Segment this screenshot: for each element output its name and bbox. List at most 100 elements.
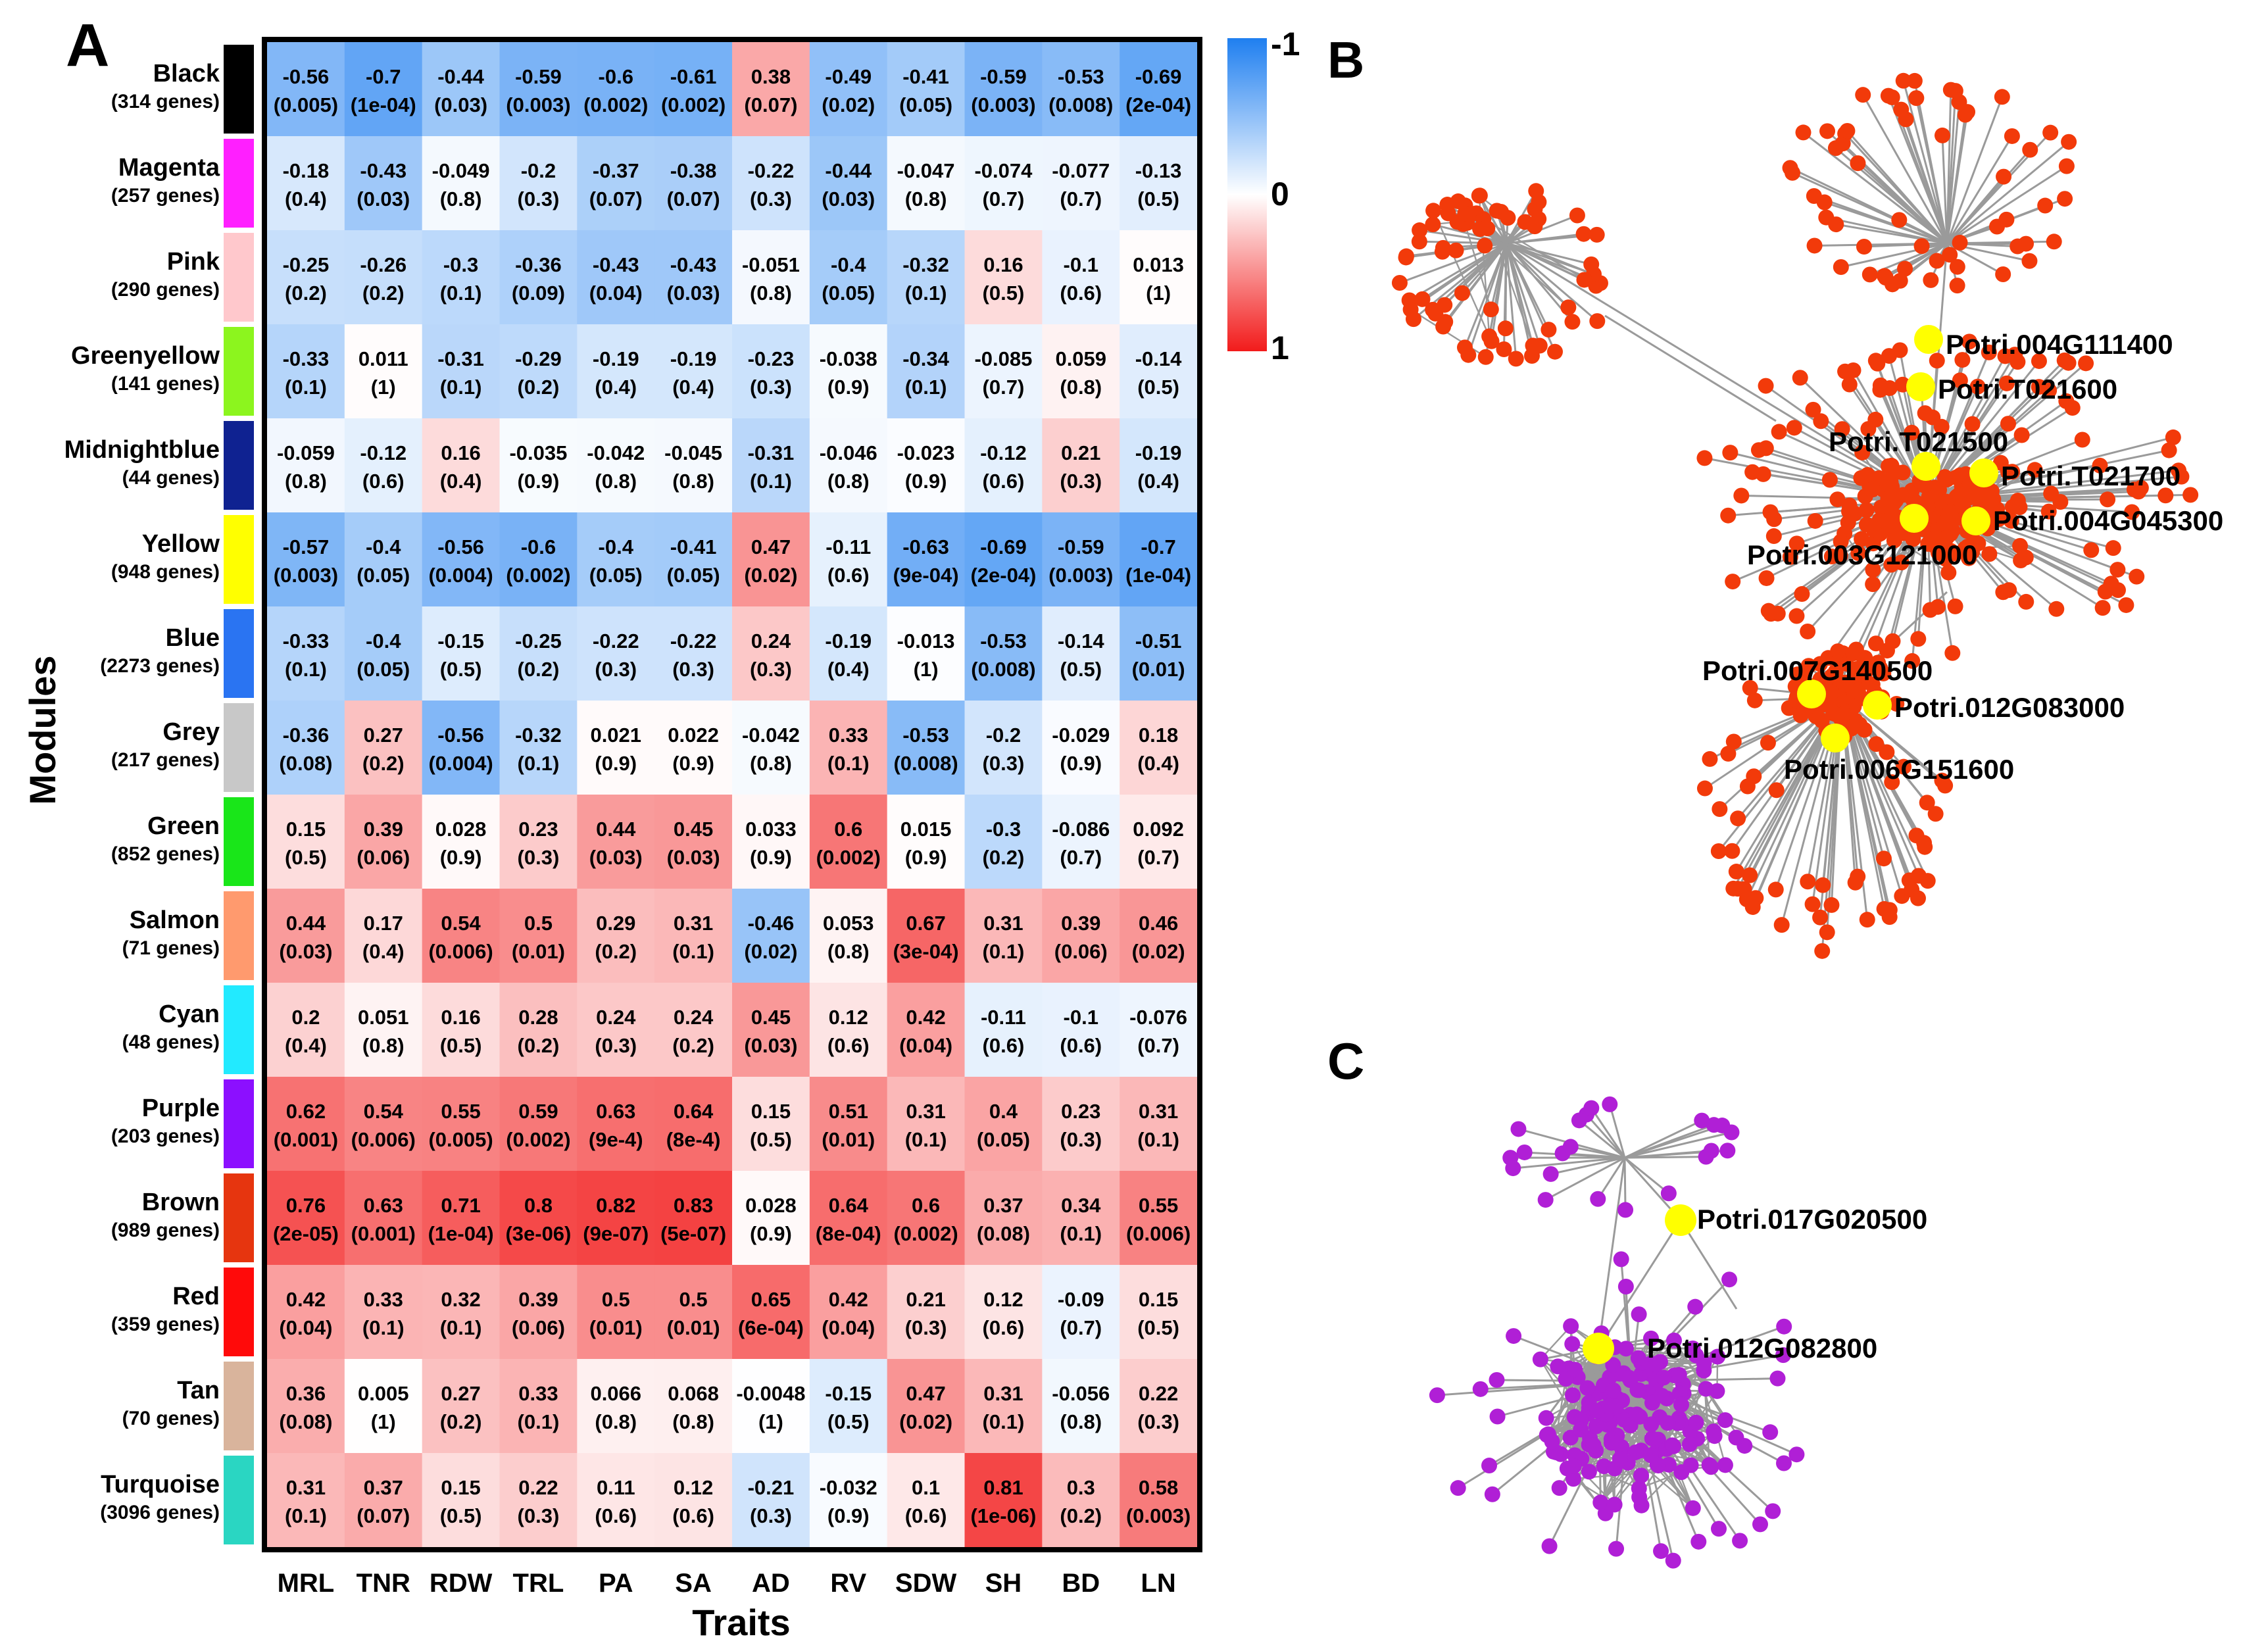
cell-correlation: -0.19 — [593, 347, 639, 370]
cell-correlation: 0.63 — [596, 1100, 635, 1123]
cell-correlation: -0.63 — [902, 535, 949, 558]
cell-pvalue: (0.03) — [357, 187, 410, 210]
cell-correlation: 0.5 — [602, 1288, 630, 1311]
network-node — [1934, 772, 1950, 789]
network-node — [1629, 1382, 1646, 1398]
trait-tick-label: AD — [752, 1569, 790, 1598]
network-node — [1720, 745, 1737, 762]
network-node — [1933, 418, 1950, 435]
heatmap-cell — [267, 230, 345, 325]
cell-pvalue: (0.06) — [357, 846, 410, 869]
cell-correlation: 0.11 — [597, 1476, 635, 1499]
cell-correlation: -0.7 — [366, 65, 401, 88]
cell-pvalue: (0.01) — [512, 940, 565, 963]
network-node — [2027, 462, 2043, 478]
network-node — [1852, 666, 1869, 683]
network-node — [2004, 128, 2020, 144]
trait-tick-label: MRL — [278, 1569, 335, 1598]
network-node — [1913, 238, 1930, 255]
network-node — [1506, 1328, 1522, 1344]
network-node — [1720, 507, 1737, 524]
network-node — [1786, 420, 1802, 436]
heatmap-cell — [732, 1359, 810, 1454]
network-node — [1644, 1430, 1660, 1446]
cell-pvalue: (0.04) — [822, 1316, 875, 1339]
cell-correlation: 0.5 — [524, 912, 553, 935]
network-node — [1510, 1121, 1527, 1137]
module-gene-count: (141 genes) — [111, 373, 220, 395]
module-color-swatch — [224, 1173, 254, 1262]
cell-correlation: 0.15 — [441, 1476, 480, 1499]
cell-pvalue: (8e-4) — [666, 1128, 721, 1151]
cell-correlation: -0.042 — [587, 441, 645, 464]
cell-pvalue: (0.5) — [440, 1504, 482, 1527]
network-node — [1654, 1387, 1670, 1404]
network-node — [1823, 897, 1840, 913]
network-node — [1800, 658, 1817, 674]
cell-correlation: -0.69 — [1135, 65, 1182, 88]
cell-pvalue: (0.01) — [1132, 658, 1185, 681]
network-node — [1592, 1494, 1609, 1511]
cell-correlation: -0.46 — [748, 912, 795, 935]
heatmap-cells — [267, 42, 1198, 1548]
cell-pvalue: (0.9) — [905, 470, 947, 493]
heatmap-cell — [654, 606, 733, 701]
network-node — [1771, 424, 1787, 440]
heatmap-cell — [1042, 1359, 1120, 1454]
network-node — [1696, 450, 1713, 466]
colorbar-max-label: 1 — [1271, 330, 1289, 366]
cell-pvalue: (0.7) — [1137, 1034, 1179, 1057]
module-name-label: Red — [172, 1283, 220, 1310]
heatmap-cell — [499, 701, 578, 795]
cell-correlation: 0.31 — [1139, 1100, 1178, 1123]
network-node — [2001, 582, 2017, 599]
cell-pvalue: (0.006) — [1126, 1222, 1191, 1245]
cell-correlation: -0.1 — [1064, 253, 1098, 276]
network-c-hub-nodes — [1583, 1204, 1696, 1364]
cell-correlation: 0.59 — [518, 1100, 558, 1123]
network-node — [1653, 1543, 1669, 1560]
network-node — [2031, 353, 2047, 369]
heatmap-cell — [1042, 983, 1120, 1077]
heatmap-cell — [499, 418, 578, 513]
cell-pvalue: (0.1) — [285, 658, 327, 681]
network-node — [1742, 679, 1758, 696]
network-node — [2009, 238, 2026, 255]
heatmap-cell — [1120, 136, 1198, 231]
network-node — [1981, 344, 1997, 360]
network-edge — [1884, 242, 1948, 277]
heatmap-cell — [887, 1453, 966, 1548]
network-node — [1958, 485, 1974, 502]
cell-pvalue: (0.1) — [1137, 1128, 1179, 1151]
heatmap-cell — [809, 230, 888, 325]
module-color-swatch — [224, 1456, 254, 1544]
network-node — [1819, 123, 1836, 139]
cell-pvalue: (1e-04) — [428, 1222, 494, 1245]
heatmap-cell — [964, 889, 1043, 983]
heatmap-cell — [1120, 1077, 1198, 1171]
cell-correlation: -0.19 — [1135, 441, 1182, 464]
heatmap-cell — [499, 606, 578, 701]
cell-pvalue: (0.8) — [1060, 1410, 1102, 1433]
module-gene-count: (203 genes) — [111, 1125, 220, 1147]
cell-correlation: 0.053 — [823, 912, 874, 935]
network-node — [1414, 291, 1431, 307]
heatmap-cell — [577, 606, 655, 701]
network-node — [1500, 210, 1516, 226]
cell-pvalue: (0.4) — [672, 376, 714, 399]
network-node — [1719, 1143, 1736, 1159]
cell-correlation: -0.4 — [366, 629, 401, 653]
cell-pvalue: (0.3) — [750, 1504, 792, 1527]
heatmap-cell — [887, 1359, 966, 1454]
cell-pvalue: (0.4) — [595, 376, 637, 399]
network-node — [1788, 608, 1805, 624]
network-node — [1860, 421, 1877, 437]
network-node — [1710, 843, 1727, 860]
y-axis-title: Modules — [22, 655, 63, 804]
cell-correlation: 0.092 — [1133, 818, 1184, 841]
network-node — [1721, 1271, 1738, 1288]
module-color-swatch — [224, 421, 254, 510]
cell-correlation: 0.6 — [912, 1194, 940, 1217]
heatmap-cell — [499, 230, 578, 325]
heatmap-cell — [732, 1265, 810, 1360]
